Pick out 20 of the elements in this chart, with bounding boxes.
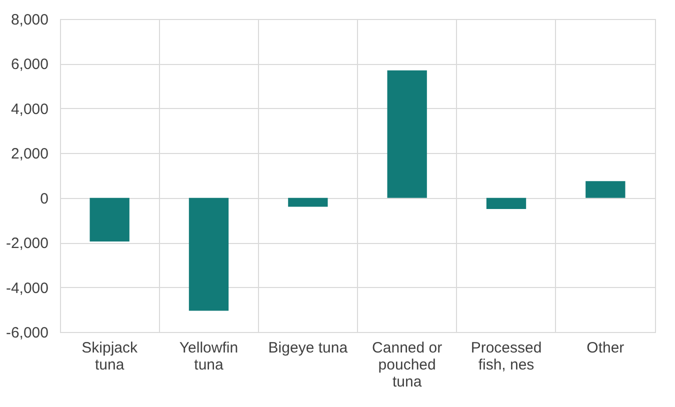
x-tick-label: Canned or pouched tuna	[372, 340, 442, 390]
y-tick-label: 4,000	[10, 100, 48, 118]
bar	[586, 181, 626, 198]
y-tick-label: 2,000	[10, 146, 48, 163]
y-tick-label: -6,000	[6, 324, 48, 342]
x-tick-label: Bigeye tuna	[268, 340, 348, 356]
x-tick-label: Yellowfin tuna	[179, 340, 238, 374]
bar	[188, 198, 229, 311]
bar	[486, 198, 526, 210]
bar	[387, 70, 427, 198]
x-tick-label: Processed fish, nes	[470, 340, 542, 374]
y-tick-label: 8,000	[10, 12, 48, 28]
y-tick-label: -2,000	[6, 235, 48, 252]
y-tick-label: -4,000	[6, 280, 48, 297]
bar	[288, 198, 328, 207]
x-tick-label: Other	[586, 340, 624, 356]
y-tick-label: 0	[40, 190, 48, 208]
y-tick-label: 6,000	[10, 56, 48, 74]
bar	[90, 198, 130, 242]
x-tick-label: Skipjack tuna	[82, 340, 138, 374]
